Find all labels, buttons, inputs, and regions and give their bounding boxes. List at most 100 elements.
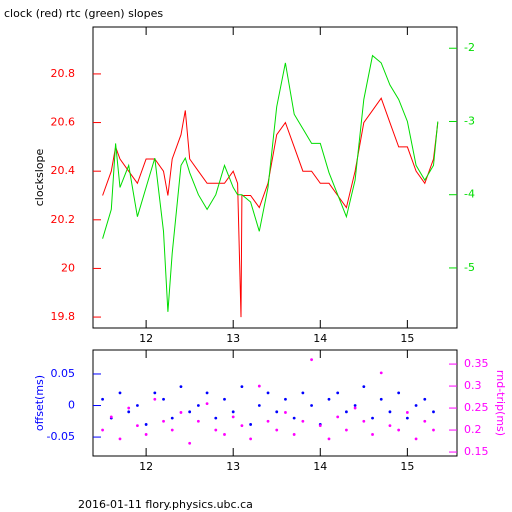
x-tick-label: 12 xyxy=(139,332,153,345)
series-line xyxy=(102,54,439,312)
y2-axis-label: rnd-trip(ms) xyxy=(494,370,507,436)
scatter-point xyxy=(170,416,174,420)
y-tick-label: 0.05 xyxy=(51,367,76,380)
scatter-point xyxy=(345,428,348,432)
scatter-point xyxy=(388,424,392,428)
scatter-point xyxy=(205,402,209,406)
y2-tick-label: -3 xyxy=(464,114,475,127)
plot-frame xyxy=(92,26,458,329)
scatter-point xyxy=(223,397,226,401)
scatter-point xyxy=(101,428,104,432)
scatter-point xyxy=(353,404,357,407)
scatter-point xyxy=(231,410,235,414)
scatter-point xyxy=(379,371,383,375)
scatter-point xyxy=(371,416,374,420)
y-axis-label: clockslope xyxy=(33,149,46,207)
y2-tick-label: 0.2 xyxy=(464,423,482,436)
scatter-point xyxy=(388,410,392,414)
scatter-point xyxy=(266,419,270,423)
scatter-point xyxy=(162,419,165,423)
scatter-point xyxy=(405,411,409,414)
scatter-point xyxy=(127,410,131,414)
footer: 2016-01-11 flory.physics.ubc.ca xyxy=(78,498,253,511)
scatter-point xyxy=(310,358,313,362)
scatter-point xyxy=(162,397,165,401)
y2-tick-label: 0.15 xyxy=(464,445,489,458)
y-tick-label: 0 xyxy=(68,399,75,412)
scatter-point xyxy=(275,428,279,432)
scatter-point xyxy=(397,428,401,432)
scatter-point xyxy=(196,404,200,407)
y-tick-label: 20.8 xyxy=(51,67,76,80)
y-tick-label: -0.05 xyxy=(47,430,75,443)
y2-tick-label: -5 xyxy=(464,261,475,274)
scatter-point xyxy=(249,423,253,426)
scatter-point xyxy=(153,391,157,395)
scatter-point xyxy=(144,423,148,426)
scatter-point xyxy=(118,437,122,441)
scatter-point xyxy=(345,410,348,414)
scatter-point xyxy=(327,437,331,441)
scatter-point xyxy=(231,415,235,419)
scatter-point xyxy=(136,424,139,428)
scatter-point xyxy=(249,437,253,441)
scatter-point xyxy=(214,416,218,420)
x-tick-label: 15 xyxy=(400,332,414,345)
y-tick-label: 20.4 xyxy=(51,164,76,177)
scatter-point xyxy=(405,416,409,420)
scatter-point xyxy=(223,433,226,436)
scatter-point xyxy=(301,391,305,395)
scatter-point xyxy=(432,410,435,414)
scatter-point xyxy=(153,397,157,401)
scatter-point xyxy=(327,397,331,401)
scatter-point xyxy=(205,391,209,395)
scatter-point xyxy=(136,404,139,407)
y2-tick-label: 0.35 xyxy=(464,357,489,370)
scatter-point xyxy=(240,424,244,428)
y-axis-label: offset(ms) xyxy=(33,375,46,431)
scatter-point xyxy=(257,404,261,407)
x-tick-label: 13 xyxy=(226,460,240,473)
y2-tick-label: 0.3 xyxy=(464,379,482,392)
y2-tick-label: -2 xyxy=(464,41,475,54)
chart-title: clock (red) rtc (green) slopes xyxy=(4,7,163,20)
scatter-point xyxy=(397,391,401,395)
x-tick-label: 12 xyxy=(139,460,153,473)
scatter-point xyxy=(118,391,122,395)
y-tick-label: 20 xyxy=(61,261,75,274)
scatter-point xyxy=(336,391,340,395)
scatter-point xyxy=(362,419,366,423)
scatter-point xyxy=(423,397,427,401)
scatter-point xyxy=(379,397,383,401)
scatter-point xyxy=(362,385,366,388)
scatter-point xyxy=(109,415,113,419)
series-line xyxy=(102,97,439,318)
scatter-point xyxy=(275,410,279,414)
scatter-point xyxy=(292,416,296,420)
scatter-point xyxy=(257,384,261,388)
scatter-point xyxy=(336,415,340,419)
scatter-point xyxy=(179,411,183,414)
x-tick-label: 13 xyxy=(226,332,240,345)
scatter-point xyxy=(266,391,270,395)
scatter-point xyxy=(318,424,322,428)
scatter-point xyxy=(301,419,305,423)
scatter-point xyxy=(353,406,357,410)
plot-frame xyxy=(92,349,458,457)
y2-tick-label: 0.25 xyxy=(464,401,489,414)
x-tick-label: 15 xyxy=(400,460,414,473)
scatter-point xyxy=(214,428,218,432)
scatter-point xyxy=(414,404,418,407)
scatter-point xyxy=(423,419,427,423)
scatter-point xyxy=(179,385,183,388)
scatter-point xyxy=(310,404,313,407)
y-tick-label: 20.2 xyxy=(51,213,76,226)
scatter-point xyxy=(127,406,131,410)
scatter-point xyxy=(188,410,192,414)
scatter-point xyxy=(414,437,418,441)
scatter-point xyxy=(196,419,200,423)
scatter-point xyxy=(188,441,192,445)
scatter-point xyxy=(284,397,287,401)
